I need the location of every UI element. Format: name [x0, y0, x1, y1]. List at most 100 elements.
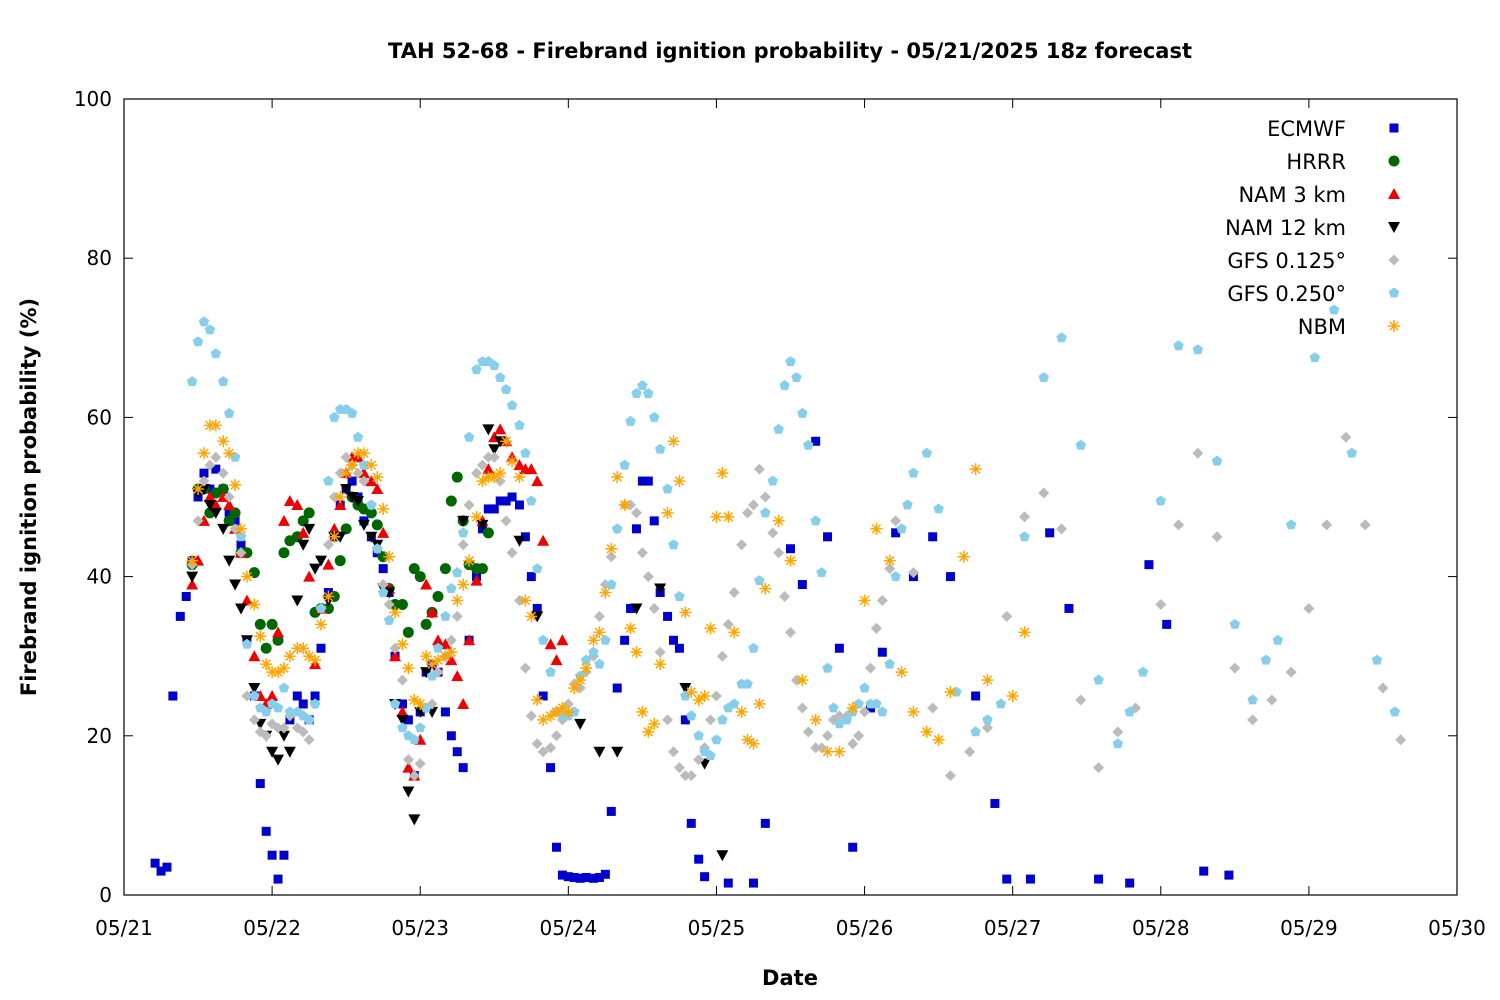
data-point	[593, 626, 606, 639]
data-point	[452, 567, 463, 578]
data-point	[284, 706, 296, 717]
x-axis-ticks: 05/21 05/22 05/23 05/24 05/25 05/26 05/27 05/28…	[95, 99, 1486, 940]
data-point	[1075, 694, 1087, 706]
data-point	[1125, 878, 1135, 888]
y-tick-label: 40	[87, 565, 112, 589]
data-point	[823, 532, 833, 542]
data-point	[403, 715, 413, 725]
data-point	[457, 697, 470, 709]
data-point	[377, 526, 390, 538]
data-point	[513, 471, 526, 484]
data-point	[229, 479, 242, 492]
data-point	[277, 730, 290, 742]
data-point	[981, 722, 993, 734]
data-point	[283, 650, 296, 663]
data-point	[594, 872, 604, 882]
data-point	[1038, 372, 1049, 383]
data-point	[928, 532, 938, 542]
data-point	[685, 770, 697, 782]
data-point	[630, 603, 643, 615]
data-point	[1229, 662, 1241, 674]
x-tick-label: 05/29	[1280, 916, 1338, 940]
data-point	[550, 730, 562, 742]
data-point	[705, 714, 717, 726]
data-point	[907, 705, 920, 718]
data-point	[476, 459, 488, 471]
data-point	[580, 654, 592, 665]
data-point	[1266, 694, 1278, 706]
data-point	[1025, 874, 1035, 884]
data-point	[181, 592, 191, 601]
data-point	[803, 439, 814, 450]
data-point	[680, 690, 691, 701]
data-point	[420, 702, 432, 713]
data-point	[192, 515, 204, 527]
data-point	[283, 746, 296, 758]
data-point	[346, 459, 359, 472]
data-point	[944, 686, 957, 699]
data-point	[694, 854, 704, 864]
data-point	[859, 682, 870, 693]
data-point	[204, 324, 216, 335]
data-point	[297, 726, 309, 738]
data-point	[500, 515, 512, 527]
data-point	[723, 878, 733, 888]
data-point	[408, 814, 421, 826]
data-point	[526, 495, 537, 506]
data-point	[822, 662, 833, 673]
data-point	[291, 498, 304, 510]
data-point	[556, 634, 569, 646]
data-point	[927, 702, 939, 714]
data-point	[679, 770, 691, 782]
data-point	[821, 745, 834, 758]
data-point	[631, 388, 642, 398]
x-tick-label: 05/22	[243, 916, 301, 940]
x-tick-label: 05/30	[1428, 916, 1486, 940]
data-point	[500, 384, 512, 394]
data-point	[396, 674, 408, 686]
data-point	[446, 731, 456, 741]
x-tick-label: 05/27	[984, 916, 1042, 940]
data-point	[420, 667, 433, 679]
data-point	[797, 407, 808, 418]
data-point	[329, 411, 340, 422]
data-point	[192, 483, 205, 496]
data-point	[1137, 666, 1149, 677]
data-point	[531, 738, 543, 750]
data-point	[431, 634, 444, 646]
data-point	[816, 742, 828, 754]
data-point	[402, 754, 414, 766]
legend-marker	[1388, 188, 1400, 199]
data-point	[463, 431, 475, 442]
data-point	[471, 467, 483, 479]
data-point	[426, 606, 439, 618]
data-point	[476, 475, 489, 488]
data-point	[982, 714, 993, 725]
data-point	[514, 500, 524, 510]
data-point	[236, 540, 246, 550]
data-point	[537, 713, 550, 726]
data-point	[277, 514, 290, 526]
data-point	[531, 693, 544, 706]
data-point	[520, 447, 531, 458]
data-point	[383, 614, 395, 625]
x-tick-label: 05/23	[391, 916, 449, 940]
data-point	[278, 682, 290, 693]
data-point	[1019, 531, 1030, 542]
data-point	[1192, 447, 1204, 459]
data-point	[309, 698, 321, 709]
data-point	[654, 583, 667, 595]
data-point	[476, 563, 488, 575]
data-point	[679, 683, 692, 695]
y-tick-label: 20	[87, 724, 112, 748]
data-point	[297, 515, 309, 527]
data-point	[1192, 344, 1204, 355]
data-point	[648, 717, 661, 730]
data-point	[340, 484, 353, 496]
data-point	[550, 654, 563, 666]
data-point	[260, 642, 272, 654]
data-point	[810, 742, 822, 754]
data-point	[722, 618, 734, 630]
data-point	[223, 407, 235, 418]
